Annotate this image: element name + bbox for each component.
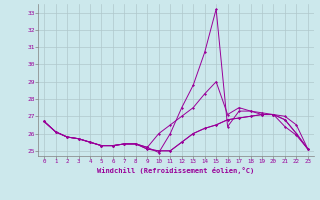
X-axis label: Windchill (Refroidissement éolien,°C): Windchill (Refroidissement éolien,°C) <box>97 167 255 174</box>
